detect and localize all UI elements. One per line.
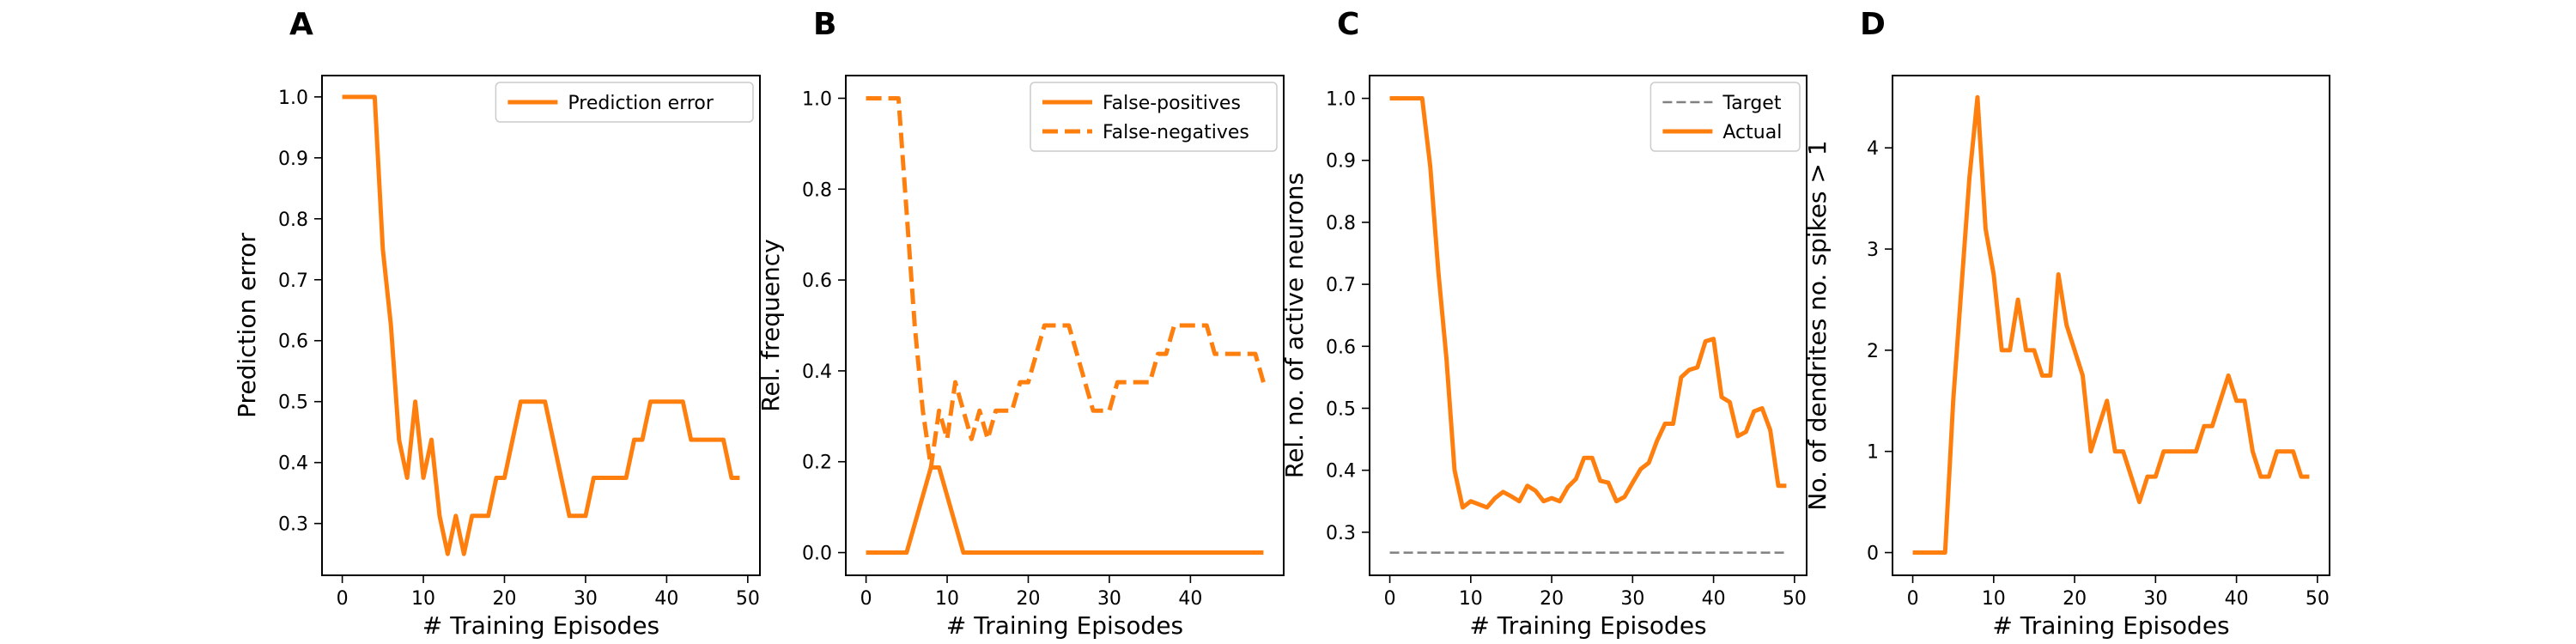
series-line-1 — [1912, 94, 2310, 556]
x-axis-label: # Training Episodes — [1992, 611, 2229, 640]
y-tick-label: 4 — [1867, 138, 1879, 160]
x-tick-label: 50 — [1783, 588, 1807, 610]
x-tick-label: 0 — [337, 588, 349, 610]
series-group — [342, 94, 740, 556]
y-tick-label: 1 — [1867, 442, 1879, 464]
x-tick-label: 0 — [1384, 588, 1396, 610]
legend-entry: False-negatives — [1103, 122, 1249, 143]
x-tick-label: 20 — [2063, 588, 2087, 610]
axes-frame — [1892, 75, 2330, 576]
legend-entry: False-positives — [1103, 93, 1241, 114]
y-tick-label: 2 — [1867, 341, 1879, 362]
legend: Target Actual — [1649, 82, 1801, 152]
y-tick-label: 0.8 — [1326, 213, 1356, 234]
series-line-2 — [866, 95, 1266, 470]
y-axis-label: Rel. frequency — [756, 239, 785, 411]
x-tick-label: 20 — [1540, 588, 1564, 610]
x-tick-label: 40 — [2225, 588, 2249, 610]
panel-a: A 0 10 20 30 40 50 0.3 0.4 0.5 0.6 0.7 0.8 0.9 1.0 # Tr… — [233, 7, 761, 640]
y-tick-label: 0.6 — [278, 331, 308, 353]
panel-label: D — [1860, 7, 1886, 42]
legend: Prediction error — [495, 82, 754, 123]
y-tick-label: 0.0 — [802, 544, 832, 565]
y-tick-label: 0.7 — [1326, 275, 1356, 296]
x-axis-label: # Training Episodes — [946, 611, 1183, 640]
y-tick-label: 0.5 — [278, 392, 308, 414]
x-tick-label: 10 — [935, 588, 959, 610]
series-line-1 — [342, 94, 740, 556]
series-line-2 — [1389, 96, 1787, 510]
x-tick-label: 40 — [1702, 588, 1726, 610]
series-group — [866, 95, 1266, 556]
y-tick-label: 0.6 — [1326, 337, 1356, 358]
y-tick-label: 0.4 — [1326, 461, 1356, 483]
y-tick-label: 0 — [1867, 544, 1879, 565]
legend-frame — [495, 82, 754, 123]
y-axis-label: Rel. no. of active neurons — [1280, 173, 1309, 478]
y-tick-label: 0.5 — [1326, 398, 1356, 420]
panel-label: C — [1337, 7, 1359, 42]
legend-entry: Actual — [1722, 122, 1782, 143]
series-group — [1389, 96, 1787, 554]
axes-frame — [845, 75, 1285, 576]
y-tick-label: 0.2 — [802, 453, 832, 474]
x-tick-label: 30 — [574, 588, 598, 610]
x-tick-label: 30 — [2143, 588, 2167, 610]
axes-frame — [1369, 75, 1807, 576]
panel-d: D 0 10 20 30 40 50 0 1 2 3 4 # Training Episodes No. … — [1803, 7, 2330, 640]
x-tick-label: 10 — [1459, 588, 1483, 610]
y-tick-label: 0.6 — [802, 270, 832, 292]
y-axis-label: Prediction error — [233, 233, 261, 418]
x-tick-label: 20 — [493, 588, 517, 610]
y-tick-label: 0.9 — [278, 149, 308, 170]
y-tick-label: 1.0 — [278, 88, 308, 109]
y-tick-label: 0.8 — [802, 179, 832, 201]
legend: False-positives False-negatives — [1030, 82, 1278, 152]
y-tick-label: 1.0 — [802, 88, 832, 110]
y-tick-label: 0.3 — [278, 514, 308, 536]
legend-frame — [1649, 82, 1801, 152]
y-tick-label: 0.4 — [802, 361, 832, 383]
legend-entry: Prediction error — [568, 93, 714, 114]
series-line-1 — [866, 465, 1264, 556]
legend-frame — [1030, 82, 1278, 152]
x-tick-label: 10 — [411, 588, 435, 610]
series-group — [1912, 94, 2310, 556]
x-axis-label: # Training Episodes — [422, 611, 659, 640]
y-tick-label: 0.3 — [1326, 523, 1356, 544]
y-tick-label: 0.9 — [1326, 151, 1356, 173]
y-tick-label: 3 — [1867, 240, 1879, 261]
axes-frame — [321, 75, 761, 576]
x-tick-label: 10 — [1982, 588, 2006, 610]
panel-b: B 0 10 20 30 40 0.0 0.2 0.4 0.6 0.8 1.0 # Training E… — [756, 7, 1285, 640]
panel-label: A — [289, 7, 313, 42]
y-axis-label: No. of dendrites no. spikes > 1 — [1803, 140, 1832, 510]
y-tick-label: 1.0 — [1326, 89, 1356, 111]
y-tick-label: 0.7 — [278, 270, 308, 292]
x-axis-label: # Training Episodes — [1469, 611, 1706, 640]
y-tick-label: 0.4 — [278, 453, 308, 475]
x-tick-label: 40 — [654, 588, 678, 610]
x-tick-label: 0 — [1907, 588, 1919, 610]
x-tick-label: 40 — [1178, 588, 1202, 610]
x-tick-label: 50 — [2306, 588, 2330, 610]
x-tick-label: 50 — [736, 588, 760, 610]
y-tick-label: 0.8 — [278, 210, 308, 231]
x-tick-label: 30 — [1620, 588, 1644, 610]
panel-c: C 0 10 20 30 40 50 0.3 0.4 0.5 0.6 0.7 0.8 0.9 1.0 # Tr… — [1280, 7, 1807, 640]
x-tick-label: 0 — [860, 588, 872, 610]
x-tick-label: 30 — [1097, 588, 1121, 610]
x-tick-label: 20 — [1017, 588, 1041, 610]
panel-label: B — [813, 7, 836, 42]
legend-entry: Target — [1722, 93, 1781, 114]
